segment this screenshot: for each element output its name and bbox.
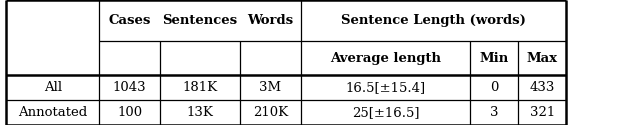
Text: Cases: Cases: [108, 14, 151, 27]
Text: Min: Min: [480, 52, 509, 65]
Text: 1043: 1043: [113, 81, 147, 94]
Text: Max: Max: [527, 52, 558, 65]
Text: 433: 433: [530, 81, 555, 94]
Text: 16.5[±15.4]: 16.5[±15.4]: [346, 81, 426, 94]
Text: 13K: 13K: [187, 106, 213, 119]
Text: 181K: 181K: [182, 81, 218, 94]
Text: Words: Words: [247, 14, 294, 27]
Text: Sentences: Sentences: [163, 14, 237, 27]
Text: 3M: 3M: [259, 81, 282, 94]
Text: 25[±16.5]: 25[±16.5]: [352, 106, 419, 119]
Text: 0: 0: [490, 81, 499, 94]
Text: 210K: 210K: [253, 106, 288, 119]
Text: 3: 3: [490, 106, 499, 119]
Text: 321: 321: [530, 106, 555, 119]
Text: All: All: [44, 81, 62, 94]
Text: 100: 100: [117, 106, 142, 119]
Text: Average length: Average length: [330, 52, 441, 65]
Text: Sentence Length (words): Sentence Length (words): [341, 14, 526, 27]
Text: Annotated: Annotated: [18, 106, 88, 119]
